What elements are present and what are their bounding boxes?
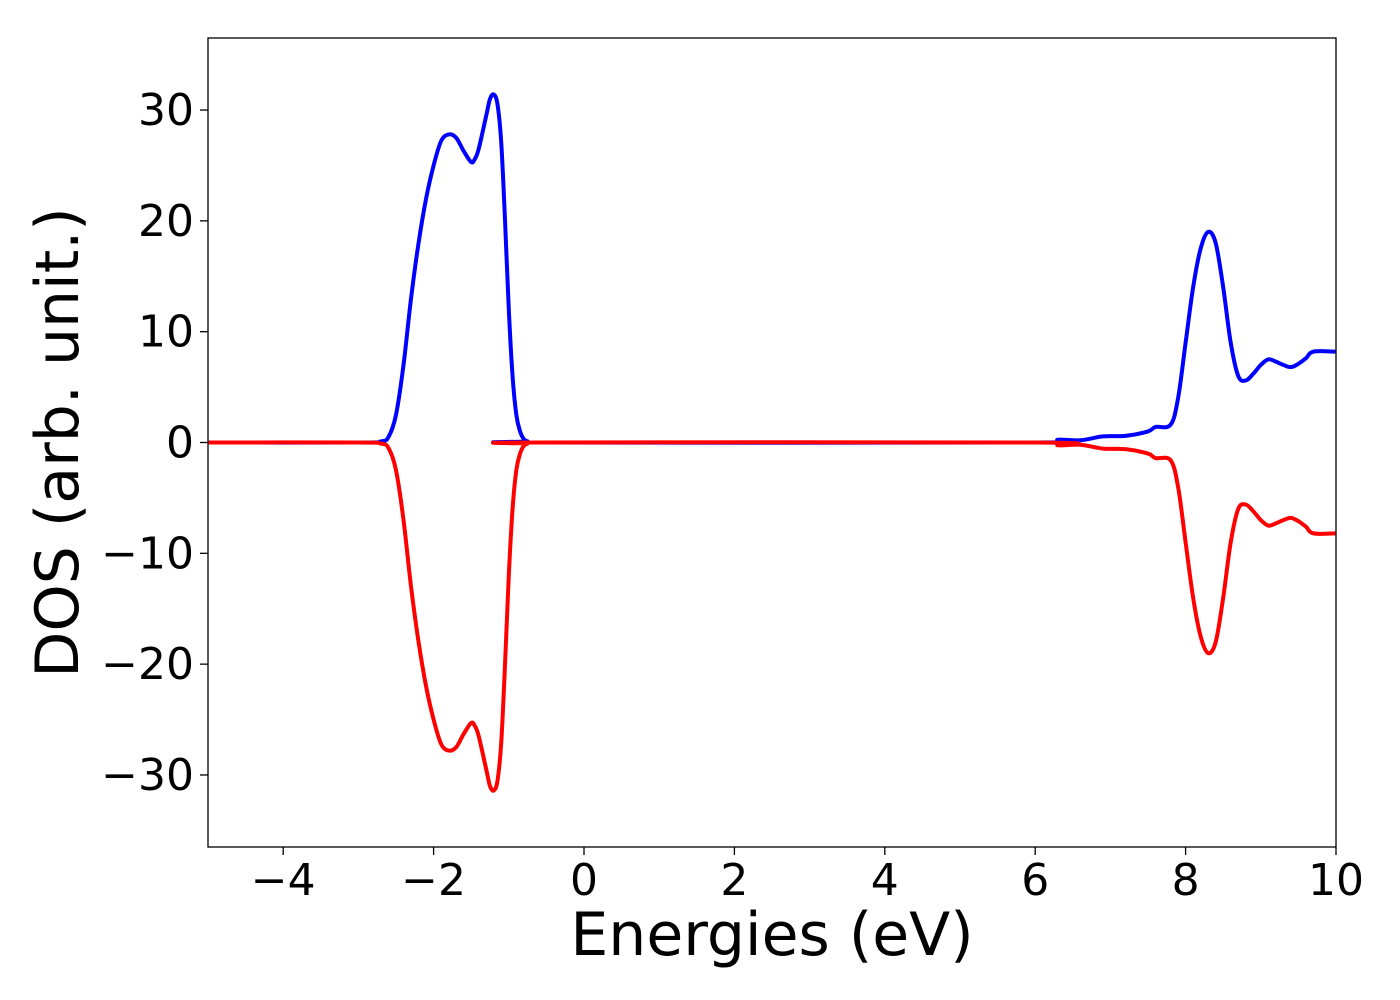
y-tick-label: 0 <box>166 418 194 469</box>
y-tick-label: −30 <box>101 750 194 801</box>
y-tick-label: −10 <box>101 528 194 579</box>
x-tick-label: 6 <box>1021 855 1049 906</box>
series-line-negative <box>208 440 1336 793</box>
series-line-positive <box>208 92 1336 445</box>
series-layer <box>208 92 1336 793</box>
y-tick-label: 10 <box>138 307 194 358</box>
x-tick-label: 4 <box>871 855 899 906</box>
x-tick-label: −4 <box>251 855 316 906</box>
x-tick-label: 8 <box>1172 855 1200 906</box>
x-tick-label: −2 <box>401 855 466 906</box>
x-tick-label: 0 <box>570 855 598 906</box>
x-tick-label: 10 <box>1308 855 1364 906</box>
y-tick-label: 20 <box>138 196 194 247</box>
x-tick-label: 2 <box>720 855 748 906</box>
x-axis-label: Energies (eV) <box>570 900 973 970</box>
x-axis: −4 −2 0 2 4 6 8 10 <box>251 847 1364 906</box>
y-tick-label: 30 <box>138 85 194 136</box>
y-tick-label: −20 <box>101 639 194 690</box>
y-axis: −30 −20 −10 0 10 20 30 <box>101 85 208 801</box>
y-axis-label: DOS (arb. unit.) <box>23 207 93 677</box>
